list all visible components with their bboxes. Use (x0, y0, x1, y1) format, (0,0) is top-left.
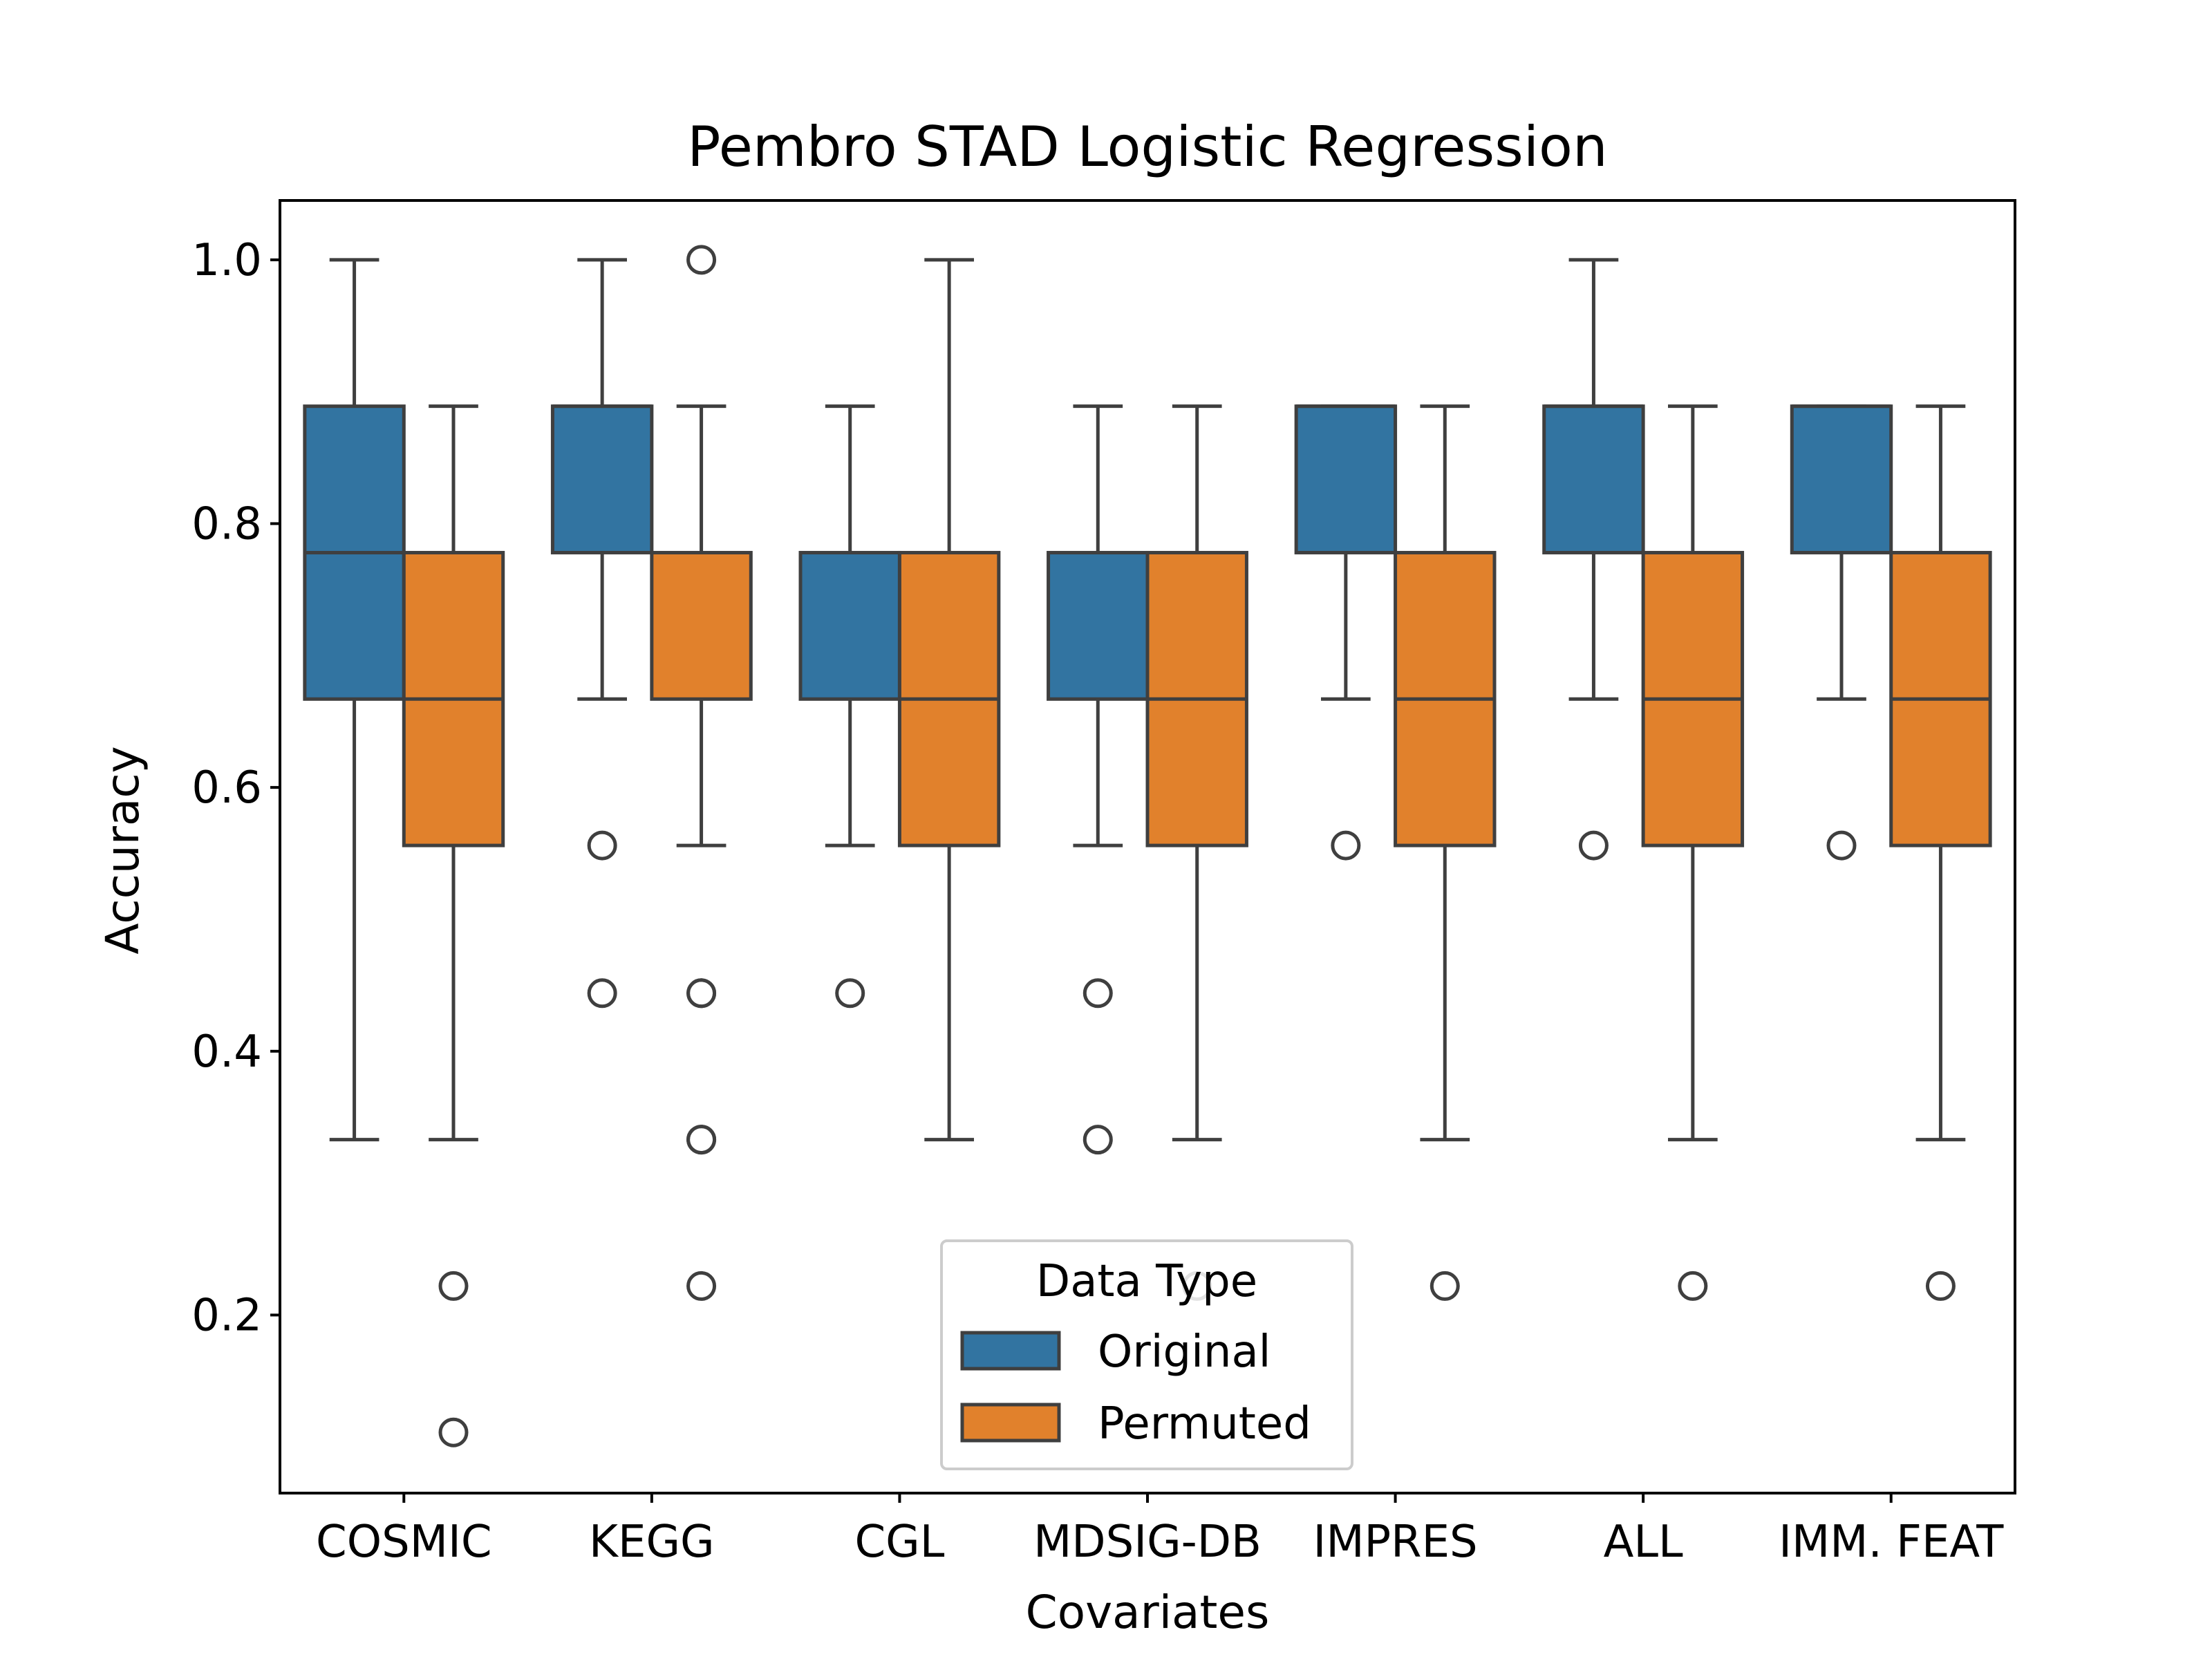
y-tick-label: 0.8 (191, 499, 262, 550)
box-body (550, 404, 654, 554)
y-tick-label: 0.2 (191, 1290, 262, 1341)
box-permuted-mdsig-db (1145, 404, 1248, 1301)
box-original-impres (1294, 404, 1398, 861)
outlier-point (587, 830, 617, 861)
legend-title: Data Type (1036, 1256, 1257, 1307)
outlier-point (686, 1271, 717, 1301)
y-tick-label: 0.4 (191, 1027, 262, 1078)
chart-title: Pembro STAD Logistic Regression (687, 115, 1607, 179)
box-body (1294, 404, 1398, 554)
legend-swatch-permuted (960, 1403, 1061, 1443)
x-tick-label: IMPRES (1313, 1517, 1477, 1568)
y-tick-label: 1.0 (191, 235, 262, 286)
box-permuted-all (1641, 404, 1745, 1301)
box-permuted-kegg (650, 245, 753, 1301)
box-original-all (1542, 258, 1645, 861)
outlier-point (1082, 1125, 1113, 1155)
outlier-point (1331, 830, 1361, 861)
outlier-point (686, 245, 717, 275)
legend-swatch-original (960, 1331, 1061, 1371)
outlier-point (1826, 830, 1857, 861)
outlier-point (686, 978, 717, 1009)
box-original-mdsig-db (1047, 404, 1150, 1155)
legend-label-permuted: Permuted (1098, 1398, 1311, 1450)
outlier-point (587, 978, 617, 1009)
plot-frame (279, 199, 2016, 1494)
box-original-cgl (798, 404, 901, 1009)
outlier-point (686, 1125, 717, 1155)
box-original-cosmic (303, 258, 406, 1142)
box-permuted-cgl (897, 258, 1001, 1142)
outlier-point (1678, 1271, 1708, 1301)
box-body (1047, 550, 1150, 701)
outlier-point (438, 1417, 469, 1447)
box-original-imm-feat (1790, 404, 1893, 861)
outlier-point (1082, 978, 1113, 1009)
x-tick-label: COSMIC (316, 1517, 491, 1568)
box-body (798, 550, 901, 701)
y-tick-label: 0.6 (191, 762, 262, 814)
box-body (650, 550, 753, 701)
outlier-point (1925, 1271, 1956, 1301)
legend: Data Type Original Permuted (940, 1239, 1353, 1470)
box-permuted-impres (1394, 404, 1497, 1301)
outlier-point (1430, 1271, 1460, 1301)
outlier-point (438, 1271, 469, 1301)
y-axis-label: Accuracy (96, 746, 149, 954)
box-permuted-cosmic (402, 404, 505, 1447)
outlier-point (835, 978, 865, 1009)
x-tick-label: CGL (854, 1517, 944, 1568)
outlier-point (1578, 830, 1609, 861)
plot-area: 0.2 0.4 0.6 0.8 1.0 COSMIC KEGG CGL MDSIG-DB IMPR… (191, 235, 2004, 1568)
box-original-kegg (550, 258, 654, 1009)
x-tick-label: IMM. FEAT (1779, 1517, 2004, 1568)
x-tick-label: KEGG (589, 1517, 715, 1568)
box-body (1790, 404, 1893, 554)
box-permuted-imm-feat (1889, 404, 1992, 1301)
x-axis-label: Covariates (1026, 1586, 1270, 1639)
legend-label-original: Original (1098, 1327, 1271, 1378)
x-tick-label: MDSIG-DB (1033, 1517, 1262, 1568)
box-body (1542, 404, 1645, 554)
x-tick-label: ALL (1604, 1517, 1683, 1568)
